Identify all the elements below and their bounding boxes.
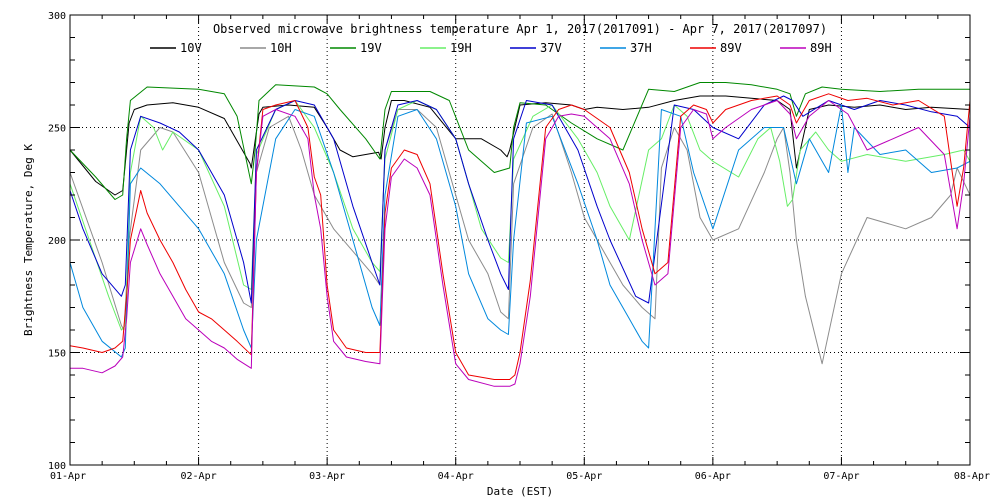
series-group bbox=[69, 82, 971, 387]
legend-label-19V: 19V bbox=[360, 41, 382, 55]
legend-label-89H: 89H bbox=[810, 41, 832, 55]
x-tick-label: 01-Apr bbox=[50, 471, 86, 482]
y-tick-label: 200 bbox=[48, 236, 66, 247]
y-tick-label: 150 bbox=[48, 349, 66, 360]
series-line-19V bbox=[69, 82, 970, 200]
x-tick-label: 04-Apr bbox=[438, 471, 474, 482]
legend-label-89V: 89V bbox=[720, 41, 742, 55]
legend: 10V 10H 19V 19H 37V 37H 89V 89H bbox=[150, 41, 832, 55]
series-line-37V bbox=[69, 95, 971, 304]
series-line-10V bbox=[69, 95, 971, 196]
legend-label-37V: 37V bbox=[540, 41, 562, 55]
series-line-10H bbox=[69, 109, 971, 365]
series-line-89V bbox=[69, 93, 971, 380]
tick-labels: 01-Apr 02-Apr 03-Apr 04-Apr 05-Apr 06-Apr 07-A… bbox=[48, 11, 990, 482]
x-tick-label: 03-Apr bbox=[309, 471, 345, 482]
legend-label-37H: 37H bbox=[630, 41, 652, 55]
series-line-19H bbox=[69, 100, 971, 331]
x-tick-label: 05-Apr bbox=[566, 471, 602, 482]
legend-label-10V: 10V bbox=[180, 41, 202, 55]
series-line-37H bbox=[69, 104, 971, 358]
chart-title: Observed microwave brightness temperatur… bbox=[213, 22, 827, 36]
legend-label-19H: 19H bbox=[450, 41, 472, 55]
y-tick-label: 250 bbox=[48, 124, 66, 135]
x-tick-label: 06-Apr bbox=[695, 471, 731, 482]
y-tick-label: 300 bbox=[48, 11, 66, 22]
series-line-89H bbox=[70, 100, 971, 387]
x-axis-label: Date (EST) bbox=[487, 485, 553, 498]
y-axis-label: Brightness Temperature, Deg K bbox=[22, 144, 35, 336]
legend-label-10H: 10H bbox=[270, 41, 292, 55]
x-tick-label: 02-Apr bbox=[181, 471, 217, 482]
x-tick-label: 07-Apr bbox=[823, 471, 859, 482]
axis-ticks bbox=[69, 14, 971, 466]
y-tick-label: 100 bbox=[48, 461, 66, 472]
x-tick-label: 08-Apr bbox=[954, 471, 990, 482]
